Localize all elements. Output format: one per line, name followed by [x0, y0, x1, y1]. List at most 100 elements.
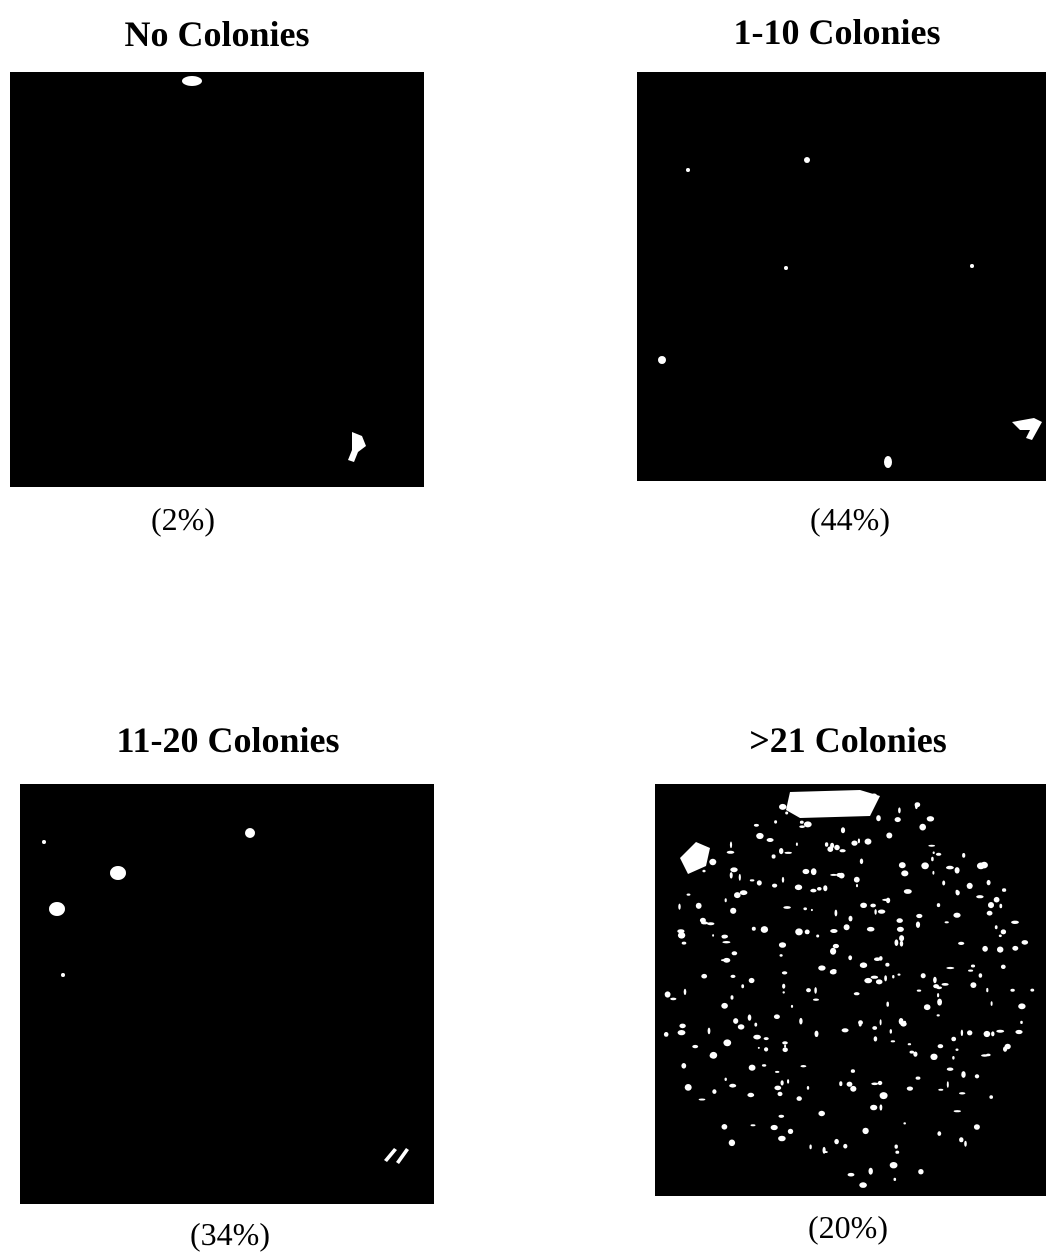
speck	[886, 1002, 889, 1007]
speck	[757, 880, 762, 885]
speck	[897, 918, 903, 923]
speck	[928, 845, 935, 847]
speck	[678, 904, 680, 910]
speck	[823, 1147, 826, 1154]
speck	[758, 1047, 760, 1049]
speck	[878, 910, 885, 914]
speck	[967, 883, 973, 889]
speck	[956, 890, 959, 894]
speck	[721, 959, 726, 961]
speck	[679, 1024, 685, 1029]
speck	[848, 1173, 855, 1177]
speck	[879, 956, 883, 961]
speck	[730, 872, 733, 878]
speck	[762, 1064, 766, 1067]
speck	[823, 885, 827, 891]
speck	[830, 874, 837, 876]
speck	[1010, 989, 1014, 992]
speck	[687, 894, 691, 896]
speck	[772, 854, 776, 858]
speck	[774, 1014, 780, 1019]
speck	[848, 955, 852, 960]
speck	[890, 1162, 898, 1168]
speck	[933, 977, 937, 983]
speck	[721, 935, 728, 939]
speck	[984, 1031, 991, 1037]
speck	[699, 1099, 706, 1101]
speck	[880, 1104, 883, 1110]
speck	[924, 1004, 931, 1010]
speck	[730, 842, 732, 849]
speck	[740, 890, 748, 895]
speck	[876, 815, 881, 821]
speck	[780, 954, 783, 957]
speck	[1020, 1021, 1023, 1024]
speck	[778, 1092, 783, 1096]
speck	[783, 991, 785, 993]
speck	[876, 979, 883, 984]
speck	[917, 990, 921, 992]
speck	[811, 868, 817, 875]
speck	[994, 897, 1000, 903]
speck	[842, 1028, 849, 1032]
speck	[884, 975, 887, 981]
speck	[748, 1014, 752, 1020]
speck	[937, 999, 942, 1006]
speck	[678, 932, 685, 939]
speck	[910, 1051, 915, 1054]
speck	[903, 1122, 906, 1124]
speck	[974, 1124, 980, 1130]
speck	[958, 942, 964, 945]
speck	[878, 1081, 883, 1085]
speck	[804, 821, 812, 827]
panel-title: >21 Colonies	[749, 720, 947, 760]
speck	[951, 1037, 956, 1042]
speck	[1022, 940, 1029, 945]
speck	[892, 975, 894, 978]
speck	[938, 1089, 943, 1091]
speck	[774, 820, 777, 823]
speck	[1001, 929, 1006, 934]
speck	[712, 934, 714, 937]
speck	[799, 825, 805, 828]
speck	[899, 935, 904, 941]
speck	[961, 1071, 965, 1078]
speck	[730, 867, 737, 872]
panel-title: No Colonies	[124, 14, 309, 54]
speck	[987, 880, 991, 885]
speck	[1018, 1003, 1025, 1009]
speck	[1003, 1046, 1007, 1051]
speck	[841, 794, 846, 799]
speck	[701, 974, 707, 979]
speck	[721, 1003, 728, 1009]
speck	[756, 833, 763, 839]
speck	[753, 1035, 761, 1040]
speck	[937, 903, 940, 907]
speck	[797, 1096, 802, 1101]
speck	[930, 1054, 937, 1060]
speck	[707, 922, 714, 925]
speck	[774, 1086, 781, 1091]
speck	[835, 910, 838, 917]
speck	[696, 903, 702, 909]
speck	[895, 1145, 898, 1149]
speck	[795, 885, 802, 891]
speck	[870, 1105, 877, 1111]
speck	[708, 1028, 711, 1035]
speck	[779, 804, 786, 810]
speck	[841, 827, 845, 833]
speck	[752, 927, 756, 931]
speck	[901, 870, 908, 876]
speck	[869, 1168, 873, 1175]
speck	[806, 988, 811, 992]
speck	[727, 851, 735, 854]
speck	[788, 1129, 793, 1134]
speck	[725, 898, 727, 902]
speck	[664, 1032, 669, 1037]
panel-title: 1-10 Colonies	[734, 12, 941, 52]
speck	[787, 1079, 789, 1083]
speck	[921, 862, 929, 869]
speck	[729, 1084, 736, 1088]
speck	[751, 1124, 756, 1126]
speck	[967, 1030, 972, 1035]
